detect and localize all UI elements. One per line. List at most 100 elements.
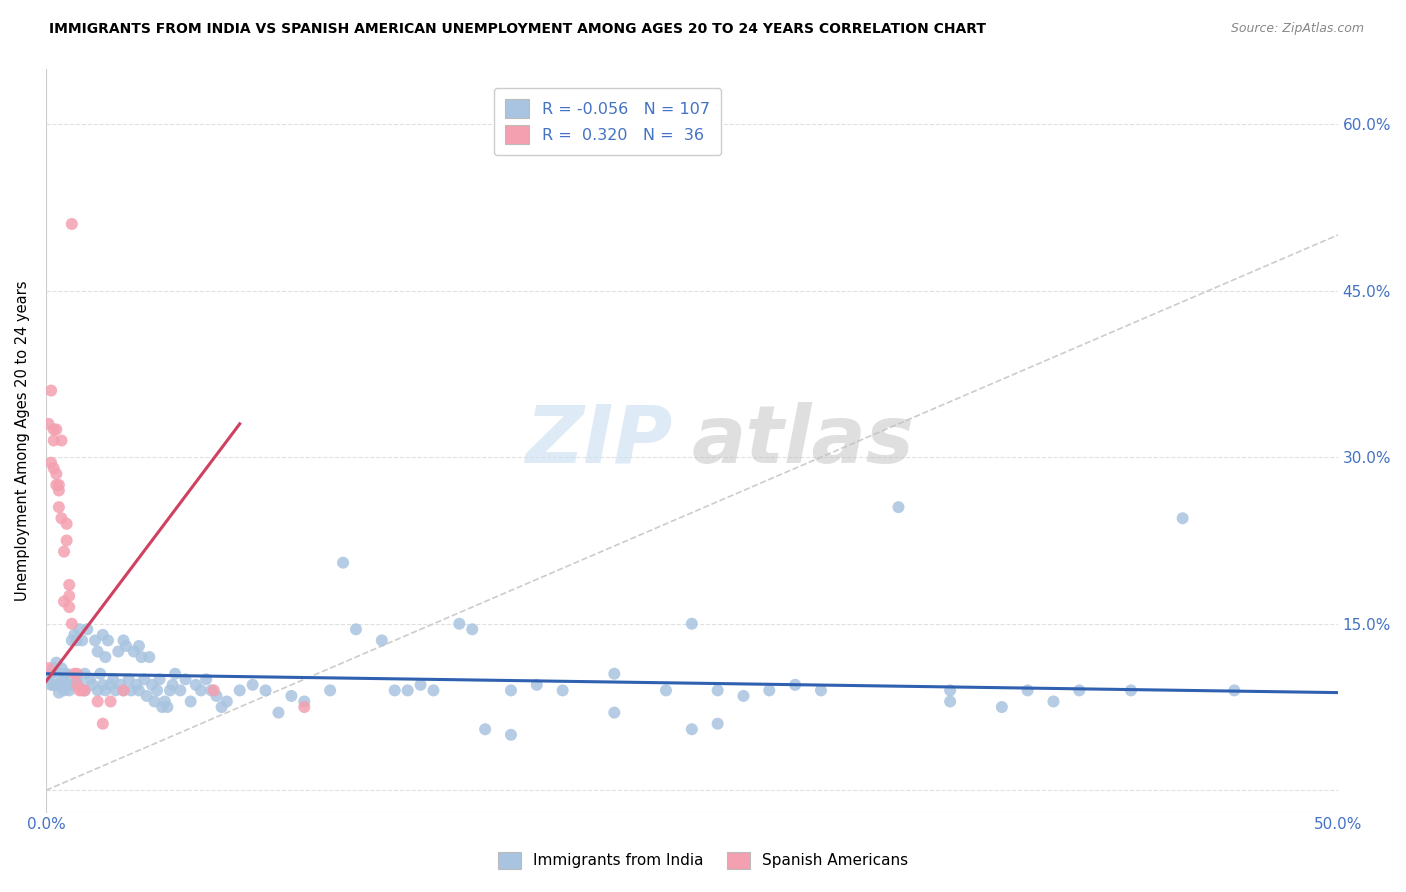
Point	[991, 700, 1014, 714]
Point	[48, 678, 70, 692]
Point	[128, 639, 150, 653]
Point	[280, 689, 302, 703]
Point	[112, 633, 135, 648]
Point	[60, 616, 83, 631]
Point	[115, 639, 138, 653]
Text: ZIP: ZIP	[524, 401, 672, 480]
Point	[332, 556, 354, 570]
Point	[51, 434, 73, 448]
Text: IMMIGRANTS FROM INDIA VS SPANISH AMERICAN UNEMPLOYMENT AMONG AGES 20 TO 24 YEARS: IMMIGRANTS FROM INDIA VS SPANISH AMERICA…	[49, 22, 986, 37]
Point	[655, 683, 678, 698]
Point	[110, 678, 132, 692]
Point	[97, 633, 120, 648]
Point	[94, 683, 117, 698]
Point	[60, 678, 83, 692]
Point	[82, 678, 104, 692]
Point	[73, 666, 96, 681]
Point	[603, 706, 626, 720]
Point	[86, 683, 108, 698]
Point	[42, 461, 65, 475]
Point	[344, 623, 367, 637]
Point	[76, 623, 98, 637]
Point	[58, 589, 80, 603]
Point	[706, 716, 728, 731]
Point	[681, 616, 703, 631]
Point	[53, 683, 76, 698]
Point	[53, 594, 76, 608]
Point	[150, 700, 173, 714]
Point	[205, 689, 228, 703]
Point	[107, 644, 129, 658]
Point	[38, 666, 60, 681]
Point	[371, 633, 394, 648]
Point	[39, 384, 62, 398]
Point	[48, 478, 70, 492]
Point	[165, 666, 187, 681]
Point	[48, 666, 70, 681]
Point	[55, 666, 77, 681]
Point	[141, 678, 163, 692]
Point	[681, 723, 703, 737]
Point	[63, 628, 86, 642]
Point	[45, 478, 67, 492]
Point	[887, 500, 910, 515]
Point	[66, 666, 89, 681]
Point	[733, 689, 755, 703]
Point	[60, 633, 83, 648]
Point	[58, 600, 80, 615]
Point	[254, 683, 277, 698]
Point	[55, 516, 77, 531]
Point	[758, 683, 780, 698]
Point	[91, 716, 114, 731]
Point	[202, 683, 225, 698]
Point	[149, 673, 172, 687]
Point	[69, 678, 91, 692]
Point	[48, 483, 70, 498]
Point	[120, 683, 142, 698]
Point	[73, 683, 96, 698]
Point	[292, 694, 315, 708]
Point	[55, 533, 77, 548]
Point	[134, 673, 156, 687]
Point	[60, 217, 83, 231]
Point	[422, 683, 444, 698]
Point	[526, 678, 548, 692]
Point	[146, 683, 169, 698]
Point	[42, 678, 65, 692]
Point	[38, 661, 60, 675]
Point	[1069, 683, 1091, 698]
Point	[143, 694, 166, 708]
Point	[180, 694, 202, 708]
Point	[785, 678, 807, 692]
Point	[939, 683, 962, 698]
Legend: Immigrants from India, Spanish Americans: Immigrants from India, Spanish Americans	[488, 841, 918, 880]
Point	[79, 673, 101, 687]
Point	[384, 683, 406, 698]
Point	[122, 644, 145, 658]
Text: atlas: atlas	[692, 401, 914, 480]
Point	[45, 656, 67, 670]
Point	[131, 650, 153, 665]
Point	[174, 673, 197, 687]
Point	[228, 683, 250, 698]
Point	[125, 678, 148, 692]
Point	[51, 678, 73, 692]
Point	[42, 434, 65, 448]
Point	[135, 689, 157, 703]
Point	[39, 678, 62, 692]
Point	[162, 678, 184, 692]
Point	[42, 422, 65, 436]
Point	[112, 683, 135, 698]
Point	[603, 666, 626, 681]
Point	[1171, 511, 1194, 525]
Point	[84, 633, 107, 648]
Point	[39, 666, 62, 681]
Point	[66, 673, 89, 687]
Point	[100, 678, 122, 692]
Point	[449, 616, 471, 631]
Point	[1017, 683, 1039, 698]
Point	[319, 683, 342, 698]
Point	[58, 678, 80, 692]
Point	[53, 544, 76, 558]
Point	[1223, 683, 1246, 698]
